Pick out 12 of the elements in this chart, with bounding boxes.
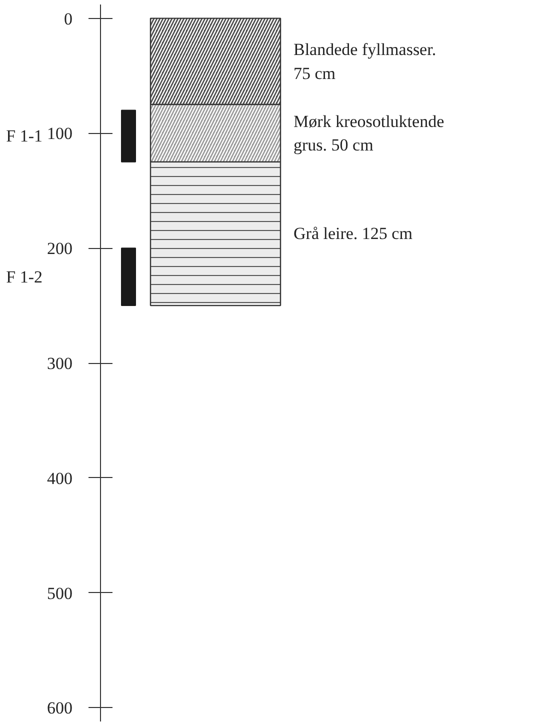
band-label: Blandede fyllmasser. 75 cm: [294, 40, 436, 83]
band-label: Mørk kreosotluktende grus. 50 cm: [294, 112, 444, 155]
text: F 1-1: [6, 126, 43, 146]
y-tick-label: 300: [47, 354, 72, 373]
y-tick-label: 400: [47, 468, 72, 488]
y-tick-label: 600: [47, 698, 72, 718]
y-tick-label: 100: [47, 124, 72, 144]
text: F 1-2: [6, 267, 43, 286]
band-label: Grå leire. 125 cm: [294, 224, 412, 244]
y-tick-label: 200: [47, 239, 72, 258]
y-tick-label: 0: [64, 9, 72, 28]
y-tick-label: 500: [47, 584, 72, 603]
